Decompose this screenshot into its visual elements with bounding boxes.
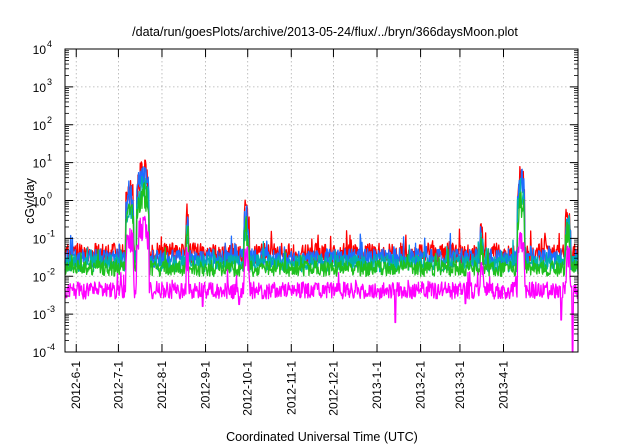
y-tick-exponent: -3 [47,304,55,314]
series-line [64,215,579,353]
y-tick-label: 10 [33,119,47,133]
y-tick-exponent: 2 [47,115,52,125]
x-tick-label: 2013-1-1 [370,361,384,409]
x-tick-label: 2012-10-1 [241,361,255,416]
x-tick-label: 2012-8-1 [155,361,169,409]
y-tick-label: 10 [33,346,47,360]
y-tick-label: 10 [33,81,47,95]
y-axis-label: cGy/day [23,177,37,224]
data-series [64,159,579,353]
grid-lines [65,49,578,352]
series-line [64,166,579,269]
y-tick-label: 10 [33,270,47,284]
y-tick-label: 10 [33,308,47,322]
x-tick-label: 2013-2-1 [414,361,428,409]
y-tick-exponent: -2 [47,266,55,276]
x-tick-label: 2012-11-1 [284,361,298,415]
x-tick-label: 2012-7-1 [111,361,125,409]
x-tick-label: 2013-4-1 [497,361,511,409]
x-axis-label: Coordinated Universal Time (UTC) [226,430,418,444]
series-line [64,182,579,278]
y-tick-label: 10 [33,195,47,209]
x-tick-label: 2012-12-1 [326,361,340,416]
y-tick-label: 10 [33,232,47,246]
y-tick-exponent: 0 [47,191,52,201]
x-tick-label: 2013-3-1 [453,361,467,409]
y-tick-exponent: -1 [47,228,55,238]
y-tick-label: 10 [33,43,47,57]
y-tick-label: 10 [33,157,47,171]
y-tick-exponent: -4 [47,342,55,352]
chart-title: /data/run/goesPlots/archive/2013-05-24/f… [132,25,518,39]
x-tick-label: 2012-9-1 [199,361,213,409]
y-tick-exponent: 3 [47,77,52,87]
x-tick-label: 2012-6-1 [69,361,83,409]
y-tick-exponent: 1 [47,153,52,163]
y-tick-exponent: 4 [47,39,52,49]
